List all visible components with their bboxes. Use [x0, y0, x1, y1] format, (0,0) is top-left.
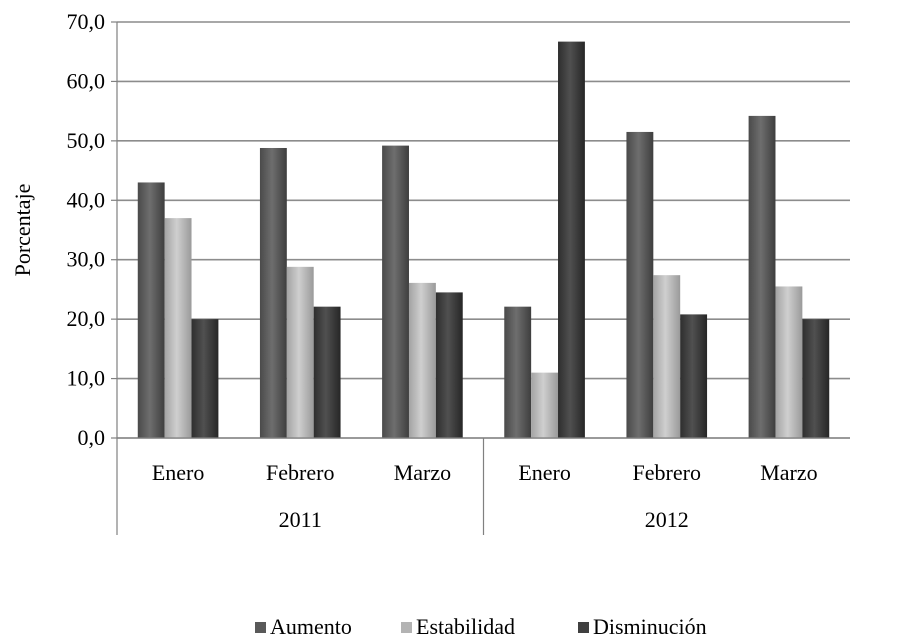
y-tick-label: 30,0: [67, 247, 106, 272]
legend-swatch: [255, 622, 266, 633]
legend-label: Estabilidad: [416, 614, 515, 639]
bar: [382, 145, 409, 438]
y-axis-label: Porcentaje: [10, 184, 35, 277]
y-tick-label: 50,0: [67, 128, 106, 153]
x-category-label: Marzo: [394, 460, 451, 485]
legend-label: Aumento: [270, 614, 352, 639]
bar: [313, 306, 341, 438]
bar: [504, 306, 532, 438]
x-category-label: Febrero: [266, 460, 334, 485]
bar: [558, 41, 585, 439]
bar: [531, 372, 559, 438]
bar: [191, 319, 219, 438]
bar: [408, 282, 436, 438]
bar: [164, 218, 192, 438]
bar: [286, 266, 314, 438]
bar: [775, 286, 803, 438]
y-tick-label: 20,0: [67, 306, 106, 331]
bar: [802, 319, 830, 438]
x-category-label: Enero: [518, 460, 571, 485]
x-group-label: 2011: [279, 507, 322, 532]
bar: [680, 314, 708, 438]
gridlines: [117, 21, 850, 439]
y-tick-label: 10,0: [67, 366, 106, 391]
x-category-label: Febrero: [633, 460, 701, 485]
bar: [435, 292, 463, 438]
y-tick-label: 70,0: [67, 9, 106, 34]
legend-swatch: [401, 622, 412, 633]
bar: [653, 275, 681, 438]
x-category-label: Marzo: [760, 460, 817, 485]
legend-label: Disminución: [593, 614, 707, 639]
y-tick-label: 60,0: [67, 68, 106, 93]
y-tick-label: 40,0: [67, 187, 106, 212]
x-group-label: 2012: [645, 507, 689, 532]
y-tick-label: 0,0: [78, 425, 106, 450]
x-category-label: Enero: [152, 460, 205, 485]
bars: [137, 41, 830, 439]
legend: Aumento Estabilidad Disminución: [255, 614, 707, 639]
bar: [137, 182, 165, 438]
legend-swatch: [578, 622, 589, 633]
bar: [748, 115, 776, 438]
axes: 0,0 10,0 20,0 30,0 40,0 50,0 60,0 70,0 Enero Febr…: [67, 9, 850, 535]
bar: [626, 131, 654, 438]
bar: [259, 147, 287, 438]
